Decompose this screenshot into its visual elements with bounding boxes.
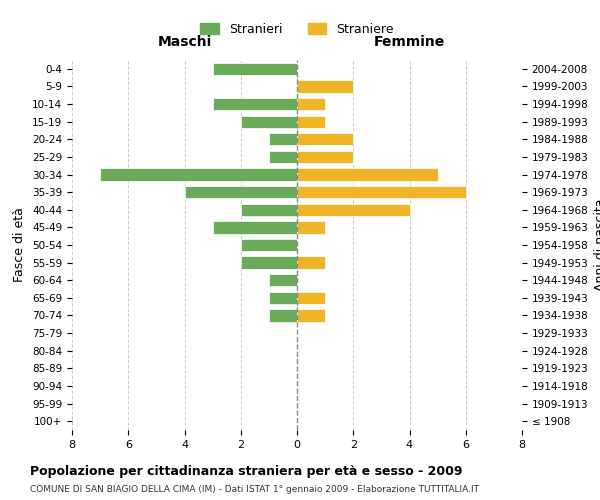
Bar [297, 133, 353, 145]
Bar [241, 256, 297, 269]
Bar [297, 98, 325, 110]
Bar [297, 80, 353, 92]
Bar [297, 256, 325, 269]
Text: Femmine: Femmine [374, 36, 445, 50]
Bar [185, 186, 297, 198]
Y-axis label: Anni di nascita: Anni di nascita [594, 198, 600, 291]
Bar [269, 274, 297, 286]
Bar [241, 116, 297, 128]
Legend: Stranieri, Straniere: Stranieri, Straniere [195, 18, 399, 41]
Bar [241, 239, 297, 251]
Bar [297, 168, 437, 180]
Bar [241, 204, 297, 216]
Text: Maschi: Maschi [157, 36, 212, 50]
Bar [269, 150, 297, 163]
Y-axis label: Fasce di età: Fasce di età [13, 208, 26, 282]
Bar [212, 98, 297, 110]
Bar [297, 221, 325, 234]
Bar [269, 292, 297, 304]
Bar [297, 150, 353, 163]
Bar [212, 62, 297, 75]
Bar [269, 133, 297, 145]
Bar [297, 186, 466, 198]
Text: COMUNE DI SAN BIAGIO DELLA CIMA (IM) - Dati ISTAT 1° gennaio 2009 - Elaborazione: COMUNE DI SAN BIAGIO DELLA CIMA (IM) - D… [30, 485, 479, 494]
Bar [297, 292, 325, 304]
Bar [212, 221, 297, 234]
Bar [100, 168, 297, 180]
Text: Popolazione per cittadinanza straniera per età e sesso - 2009: Popolazione per cittadinanza straniera p… [30, 465, 463, 478]
Bar [297, 204, 409, 216]
Bar [297, 116, 325, 128]
Bar [269, 310, 297, 322]
Bar [297, 310, 325, 322]
